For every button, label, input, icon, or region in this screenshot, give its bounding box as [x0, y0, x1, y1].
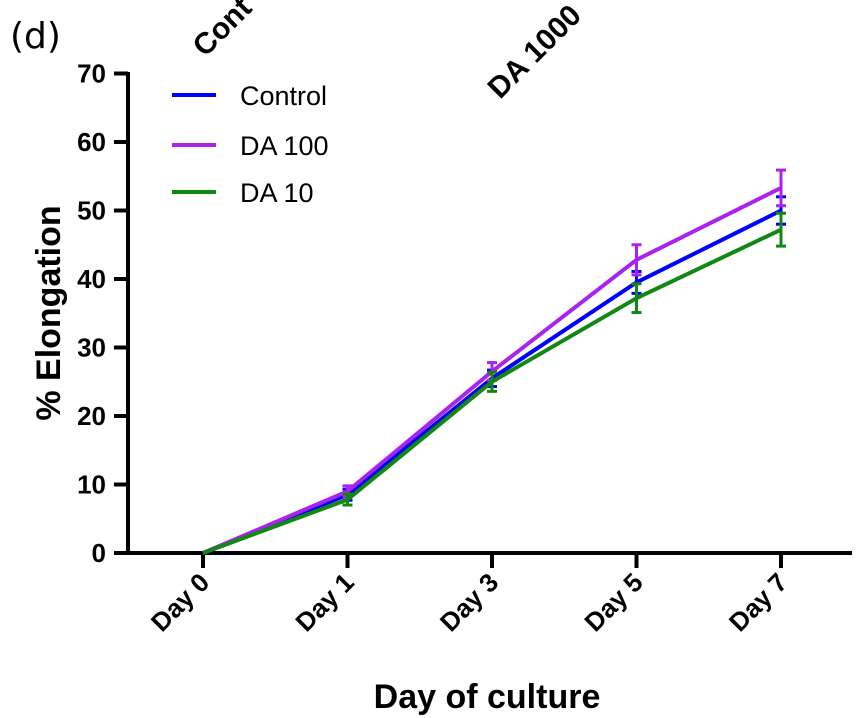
y-tick-label: 40: [77, 264, 106, 294]
error-bar-da-10: [631, 282, 642, 315]
x-tick-label: Day 0: [145, 567, 215, 637]
legend-label-da100: DA 100: [240, 131, 329, 161]
series-layer: [202, 168, 786, 555]
x-tick-label: Day 5: [578, 567, 648, 637]
legend-label-da10: DA 10: [240, 178, 314, 208]
error-bar-da-100: [776, 168, 786, 208]
error-bar-da-10: [776, 211, 786, 248]
panel-label: (d): [10, 16, 61, 57]
x-tick-label: Day 7: [723, 567, 793, 637]
y-tick-label: 10: [77, 470, 106, 500]
y-tick-label: 60: [77, 127, 106, 157]
error-bar-da-10: [342, 492, 353, 507]
y-axis-title: % Elongation: [30, 205, 68, 420]
x-ticks: Day 0 Day 1 Day 3 Day 5 Day 7: [145, 553, 793, 637]
y-tick-label: 20: [77, 401, 106, 431]
error-bar-da-10: [487, 370, 497, 393]
y-tick-label: 0: [92, 538, 106, 568]
y-tick-label: 70: [77, 59, 106, 89]
top-label-control-clipped: Cont: [187, 0, 259, 63]
y-tick-label: 30: [77, 333, 106, 363]
legend: Control DA 100 DA 10: [172, 81, 329, 208]
x-tick-label: Day 1: [289, 567, 359, 637]
x-tick-label: Day 3: [434, 567, 504, 637]
y-tick-label: 50: [77, 196, 106, 226]
x-axis-title: Day of culture: [374, 678, 601, 716]
y-ticks: 0 10 20 30 40 50 60 70: [77, 59, 128, 568]
error-bar-da-100: [631, 243, 642, 277]
legend-label-control: Control: [240, 81, 327, 111]
top-label-da1000-clipped: DA 1000: [482, 0, 588, 105]
